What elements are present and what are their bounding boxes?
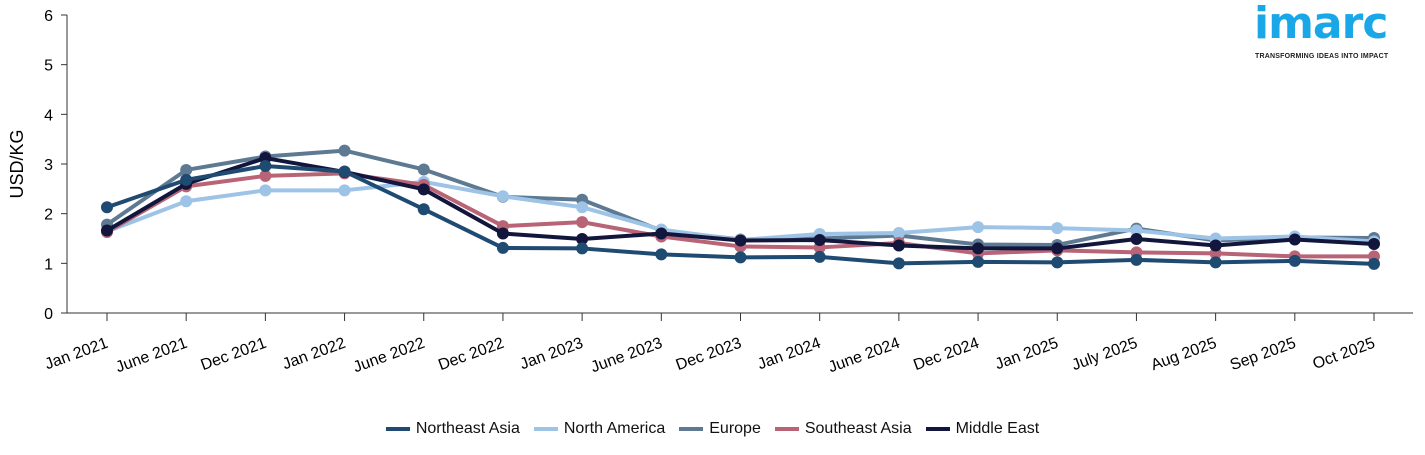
data-point-north-america[interactable] [1130,224,1143,237]
legend-label: Southeast Asia [804,420,912,437]
x-tick-label: Jan 2022 [280,335,348,374]
x-tick-label: Oct 2025 [1311,335,1378,373]
chart-legend: Northeast Asia North America Europe Sout… [0,420,1425,438]
data-point-middle-east[interactable] [576,232,589,245]
series-line-north-america [105,179,1376,244]
data-point-northeast-asia[interactable] [496,241,509,254]
data-point-northeast-asia[interactable] [1288,254,1301,267]
data-point-north-america[interactable] [576,201,589,214]
data-point-northeast-asia[interactable] [972,255,985,268]
y-tick-label: 5 [44,58,53,75]
x-tick-label: Jan 2023 [518,335,586,374]
x-tick-label: Sep 2025 [1228,335,1298,374]
y-tick-label: 3 [44,157,53,174]
legend-label: Middle East [955,420,1040,437]
x-tick-label: Aug 2025 [1149,335,1219,374]
y-tick-label: 0 [44,306,53,323]
series-northeast-asia [101,159,1380,270]
data-point-middle-east[interactable] [101,224,113,237]
legend-swatch [774,427,799,431]
y-tick-label: 2 [44,207,53,224]
legend-item-north-america[interactable]: North America [533,420,666,438]
data-point-europe[interactable] [180,163,193,176]
legend-item-middle-east[interactable]: Middle East [925,420,1040,438]
y-tick-label: 6 [44,8,53,25]
data-point-north-america[interactable] [338,184,351,197]
data-point-north-america[interactable] [1051,222,1064,235]
data-point-northeast-asia[interactable] [1209,256,1222,269]
x-tick-label: Dec 2024 [911,335,981,374]
data-point-northeast-asia[interactable] [734,251,747,264]
data-point-middle-east[interactable] [813,233,826,246]
data-point-middle-east[interactable] [1368,237,1380,250]
legend-item-europe[interactable]: Europe [679,420,761,438]
data-point-northeast-asia[interactable] [892,257,905,270]
data-point-northeast-asia[interactable] [813,250,826,263]
x-tick-label: Dec 2023 [674,335,744,374]
data-point-north-america[interactable] [972,221,985,234]
data-point-north-america[interactable] [496,190,509,203]
line-chart: 0 1 2 3 4 5 6 Jan 2021 June 2021 Dec 2021 Jan 2022… [7,8,1413,377]
legend-label: Northeast Asia [415,420,520,437]
data-point-northeast-asia[interactable] [338,165,351,178]
x-tick-label: June 2021 [114,335,190,377]
data-point-middle-east[interactable] [892,239,905,252]
data-point-middle-east[interactable] [417,183,430,196]
data-point-europe[interactable] [338,144,351,157]
data-point-northeast-asia[interactable] [1130,253,1143,266]
data-point-northeast-asia[interactable] [259,159,272,172]
x-tick-label: Jan 2025 [993,335,1061,374]
legend-swatch [385,427,410,431]
y-axis-title: USD/KG [7,129,27,198]
legend-item-northeast-asia[interactable]: Northeast Asia [385,420,520,438]
y-tick-label: 4 [44,107,53,124]
data-point-middle-east[interactable] [1209,239,1222,252]
x-tick-label: Jan 2024 [755,335,823,374]
data-point-southeast-asia[interactable] [259,169,272,182]
x-tick-label: July 2025 [1070,335,1140,374]
legend-item-southeast-asia[interactable]: Southeast Asia [774,420,912,438]
legend-swatch [679,427,704,431]
x-tick-label: Dec 2022 [436,335,506,374]
x-tick-label: June 2024 [826,335,902,377]
data-point-northeast-asia[interactable] [101,201,113,214]
data-point-northeast-asia[interactable] [576,242,589,255]
data-point-northeast-asia[interactable] [417,203,430,216]
logo-tagline: TRANSFORMING IDEAS INTO IMPACT [1255,53,1389,60]
data-point-northeast-asia[interactable] [655,248,668,261]
data-point-north-america[interactable] [259,184,272,197]
data-point-middle-east[interactable] [972,242,985,255]
data-point-northeast-asia[interactable] [1368,257,1380,270]
data-point-middle-east[interactable] [655,227,668,240]
data-point-northeast-asia[interactable] [1051,256,1064,269]
series-southeast-asia [101,167,1380,263]
data-point-middle-east[interactable] [1288,233,1301,246]
x-tick-label: June 2022 [351,335,427,377]
y-tick-label: 1 [44,256,53,273]
x-tick-label: Dec 2021 [199,335,269,374]
legend-label: Europe [709,420,761,437]
x-tick-label: June 2023 [589,335,665,377]
data-point-north-america[interactable] [180,195,193,208]
legend-swatch [925,427,950,431]
data-point-middle-east[interactable] [734,234,747,247]
data-point-europe[interactable] [417,163,430,176]
imarc-logo: imarc TRANSFORMING IDEAS INTO IMPACT [1252,0,1397,66]
data-point-middle-east[interactable] [1051,242,1064,255]
data-point-middle-east[interactable] [1130,232,1143,245]
x-tick-label: Jan 2021 [43,335,111,374]
data-point-northeast-asia[interactable] [180,173,193,186]
data-point-north-america[interactable] [892,227,905,240]
legend-swatch [533,427,558,431]
logo-wordmark: imarc [1254,0,1388,49]
legend-label: North America [563,420,666,437]
data-point-southeast-asia[interactable] [576,216,589,229]
data-point-middle-east[interactable] [496,227,509,240]
chart-series [101,144,1380,270]
